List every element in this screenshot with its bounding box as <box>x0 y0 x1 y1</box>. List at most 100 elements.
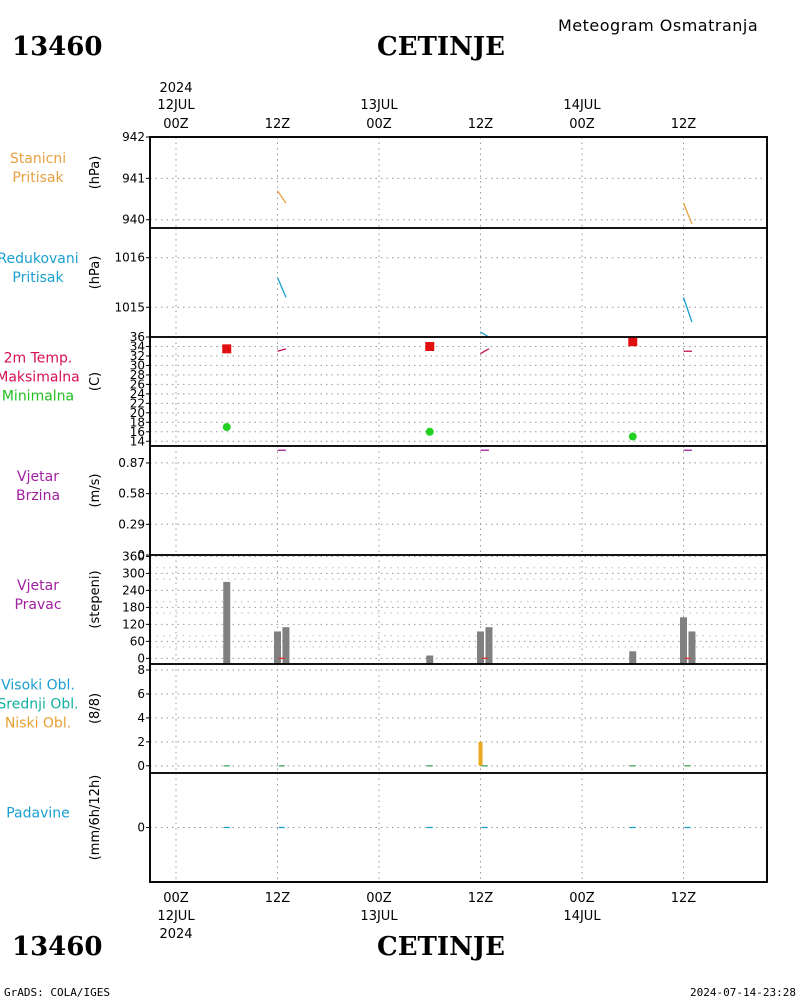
panel-frame <box>149 445 768 556</box>
low-cloud-bar <box>478 741 483 766</box>
panel-label: Pravac <box>14 597 61 613</box>
y-tick-label: 30 <box>130 358 145 372</box>
y-tick-label: 0 <box>137 759 145 773</box>
wind-direction-bar <box>688 631 696 664</box>
top-time-axis: 00Z 12JUL 2024 12Z 00Z 13JUL 12Z 00Z 14JUL 12Z <box>157 81 696 132</box>
panel-pravac: 0 60 120 180 240 300 360 Vjetar Pravac (stepeni) <box>14 549 768 665</box>
y-tick-label: 24 <box>130 387 145 401</box>
wind-direction-bar <box>274 631 281 664</box>
station-name-top: CETINJE <box>377 32 505 62</box>
station-id-bottom: 13460 <box>12 932 102 962</box>
bottom-date-label: 14JUL <box>563 909 601 924</box>
y-tick-label: 6 <box>137 687 145 701</box>
y-tick-label: 1015 <box>114 300 145 314</box>
bottom-date-label: 13JUL <box>360 909 398 924</box>
y-tick-label: 300 <box>122 566 145 580</box>
stanicni-series-segment <box>276 190 287 204</box>
redukovani-series-segment <box>276 277 287 298</box>
top-time-tick-label: 12Z <box>468 117 494 132</box>
y-tick-label: 1016 <box>114 251 145 265</box>
redukovani-series-segment <box>480 331 490 338</box>
temp-series-segment <box>277 348 287 352</box>
y-tick-label: 0.87 <box>118 456 145 470</box>
panel-unit-label: (C) <box>88 372 103 391</box>
y-tick-label: 0.58 <box>118 487 145 501</box>
panel-label: Redukovani <box>0 251 79 267</box>
stanicni-series-segment <box>682 202 693 225</box>
top-time-tick-label: 00Z <box>569 117 595 132</box>
max-temp-point <box>222 344 232 354</box>
y-tick-label: 4 <box>137 711 145 725</box>
y-tick-label: 20 <box>130 406 145 420</box>
panel-label: Vjetar <box>17 469 59 485</box>
panel-oblaci: 0 2 4 6 8 Visoki Obl. Srednji Obl. Niski Obl. (8… <box>0 663 768 774</box>
panel-frame <box>149 227 768 338</box>
top-year-label: 2024 <box>159 81 192 96</box>
top-time-tick-label: 12Z <box>671 117 697 132</box>
y-tick-label: 14 <box>130 434 145 448</box>
min-temp-point <box>222 423 231 432</box>
panel-unit-label: (hPa) <box>88 156 103 190</box>
panel-label: 2m Temp. <box>4 351 73 367</box>
wind-direction-bar <box>477 631 484 664</box>
panel-unit-label: (8/8) <box>88 693 103 724</box>
bottom-year-label: 2024 <box>159 927 192 942</box>
panel-frame <box>149 663 768 774</box>
panel-label: Stanicni <box>10 151 66 167</box>
panel-label: Minimalna <box>2 389 74 405</box>
panel-padavine: 0 Padavine (mm/6h/12h) <box>6 772 768 883</box>
panel-label: Pritisak <box>12 270 64 286</box>
bottom-time-tick-label: 12Z <box>265 891 291 906</box>
meteogram-title: Meteogram Osmatranja <box>558 16 758 35</box>
panel-label: Padavine <box>6 806 70 822</box>
station-name-bottom: CETINJE <box>377 932 505 962</box>
panel-frame <box>149 554 768 665</box>
y-tick-label: 60 <box>130 634 145 648</box>
panel-unit-label: (m/s) <box>88 474 103 508</box>
y-tick-label: 34 <box>130 339 145 353</box>
temp-series-segment <box>480 348 490 355</box>
bottom-time-tick-label: 12Z <box>468 891 494 906</box>
y-tick-label: 16 <box>130 425 145 439</box>
y-tick-label: 28 <box>130 368 145 382</box>
min-temp-point <box>628 432 637 441</box>
wind-direction-bar <box>282 627 290 664</box>
y-tick-label: 0 <box>137 821 145 835</box>
min-temp-point <box>425 427 434 436</box>
footer-software: GrADS: COLA/IGES <box>4 986 110 999</box>
meteogram-frame <box>149 136 768 883</box>
y-tick-label: 0 <box>137 651 145 665</box>
panel-redukovani: 1015 1016 Redukovani Pritisak (hPa) <box>0 227 768 338</box>
bottom-time-axis: 00Z 12JUL 2024 12Z 00Z 13JUL 12Z 00Z 14JUL 12Z <box>157 891 696 942</box>
redukovani-series-segment <box>682 297 693 323</box>
y-tick-label: 941 <box>122 171 145 185</box>
top-date-label: 14JUL <box>563 98 601 113</box>
y-tick-label: 2 <box>137 735 145 749</box>
wind-direction-bar <box>426 655 434 664</box>
y-tick-label: 36 <box>130 330 145 344</box>
top-date-label: 13JUL <box>360 98 398 113</box>
top-time-tick-label: 00Z <box>163 117 189 132</box>
panel-unit-label: (mm/6h/12h) <box>88 775 103 861</box>
y-tick-label: 360 <box>122 549 145 563</box>
y-tick-label: 26 <box>130 377 145 391</box>
panel-label: Brzina <box>16 488 60 504</box>
y-tick-label: 240 <box>122 583 145 597</box>
bottom-time-tick-label: 00Z <box>163 891 189 906</box>
bottom-time-tick-label: 00Z <box>569 891 595 906</box>
panel-stanicni: 940 941 942 Stanicni Pritisak (hPa) <box>10 130 768 229</box>
panel-brzina: 0 0.29 0.58 0.87 Vjetar Brzina (m/s) <box>16 445 768 562</box>
y-tick-label: 942 <box>122 130 145 144</box>
y-tick-label: 120 <box>122 617 145 631</box>
panel-label: Maksimalna <box>0 370 80 386</box>
y-tick-label: 22 <box>130 396 145 410</box>
y-tick-label: 8 <box>137 663 145 677</box>
panel-label: Niski Obl. <box>5 716 71 732</box>
station-id-top: 13460 <box>12 32 102 62</box>
top-time-tick-label: 12Z <box>265 117 291 132</box>
panel-label: Pritisak <box>12 170 64 186</box>
top-time-tick-label: 00Z <box>366 117 392 132</box>
bottom-time-tick-label: 00Z <box>366 891 392 906</box>
bottom-time-tick-label: 12Z <box>671 891 697 906</box>
